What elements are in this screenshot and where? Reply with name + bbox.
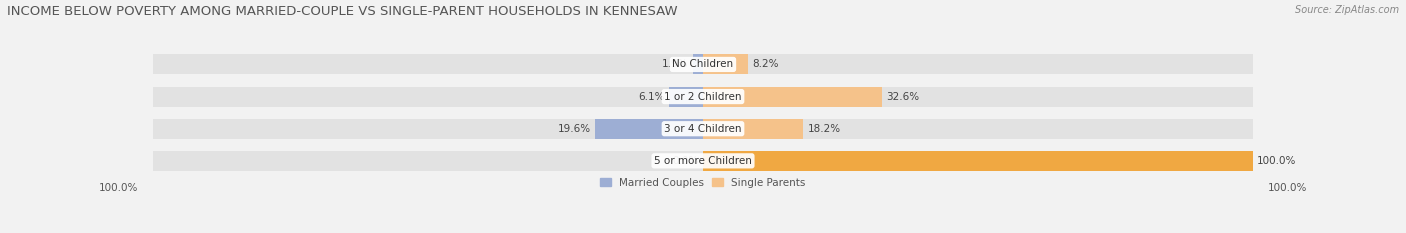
Text: 18.2%: 18.2% bbox=[807, 124, 841, 134]
Bar bbox=[153, 55, 1253, 74]
Text: 3 or 4 Children: 3 or 4 Children bbox=[664, 124, 742, 134]
Text: 0.0%: 0.0% bbox=[672, 156, 699, 166]
Text: 100.0%: 100.0% bbox=[1257, 156, 1296, 166]
Text: 100.0%: 100.0% bbox=[1268, 183, 1308, 193]
Bar bbox=[153, 119, 1253, 139]
Bar bbox=[595, 119, 703, 139]
Bar bbox=[153, 87, 1253, 106]
Legend: Married Couples, Single Parents: Married Couples, Single Parents bbox=[600, 178, 806, 188]
Text: 19.6%: 19.6% bbox=[558, 124, 591, 134]
Text: 6.1%: 6.1% bbox=[638, 92, 665, 102]
Bar bbox=[669, 87, 703, 106]
Text: Source: ZipAtlas.com: Source: ZipAtlas.com bbox=[1295, 5, 1399, 15]
Text: 8.2%: 8.2% bbox=[752, 59, 779, 69]
Bar bbox=[703, 119, 803, 139]
Bar bbox=[703, 151, 1253, 171]
Text: INCOME BELOW POVERTY AMONG MARRIED-COUPLE VS SINGLE-PARENT HOUSEHOLDS IN KENNESA: INCOME BELOW POVERTY AMONG MARRIED-COUPL… bbox=[7, 5, 678, 18]
Text: 1 or 2 Children: 1 or 2 Children bbox=[664, 92, 742, 102]
Text: 32.6%: 32.6% bbox=[887, 92, 920, 102]
Bar bbox=[693, 55, 703, 74]
Text: No Children: No Children bbox=[672, 59, 734, 69]
Bar bbox=[703, 55, 748, 74]
Text: 1.9%: 1.9% bbox=[662, 59, 688, 69]
Text: 100.0%: 100.0% bbox=[98, 183, 138, 193]
Bar bbox=[153, 151, 1253, 171]
Bar bbox=[703, 87, 882, 106]
Text: 5 or more Children: 5 or more Children bbox=[654, 156, 752, 166]
